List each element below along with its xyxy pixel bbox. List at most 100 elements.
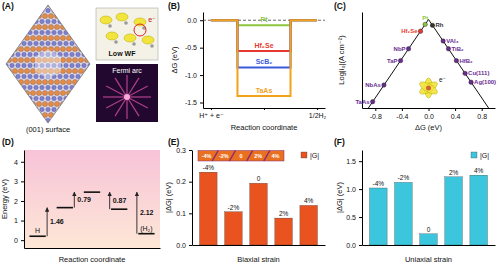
atom [40, 118, 44, 122]
tick-mark [200, 103, 203, 104]
point-label: VAl₃ [446, 38, 459, 44]
atom [84, 79, 89, 84]
atom [12, 57, 17, 62]
orbital-lobe [418, 80, 439, 97]
x-title: Reaction coordinate [59, 255, 126, 264]
bar [470, 175, 488, 245]
atom [22, 8, 26, 12]
tick: 2 [14, 198, 24, 205]
panel-label: (C) [334, 1, 346, 11]
inset: -4%-2%02%4% [198, 151, 284, 162]
legend-swatch [301, 152, 307, 158]
atom [78, 90, 83, 95]
point-label: Ag(100) [474, 79, 496, 85]
atom [72, 112, 77, 117]
atom [66, 24, 71, 29]
atom [78, 101, 83, 106]
atom [30, 90, 35, 95]
atom [24, 24, 29, 29]
atom [36, 46, 41, 51]
atom [52, 96, 56, 100]
highlight-circle [134, 24, 146, 36]
atom [12, 101, 17, 106]
atom [12, 13, 17, 18]
atom [28, 118, 32, 122]
atom [10, 118, 14, 122]
atom [28, 41, 32, 45]
barrier-label: 0.87 [113, 197, 127, 204]
point [370, 100, 374, 104]
point-label: Cu(111) [468, 70, 489, 76]
tick-label: 4 [14, 159, 18, 166]
atom [64, 74, 68, 78]
point [418, 29, 422, 33]
tick-label: 0.3 [176, 147, 186, 154]
atom [78, 35, 83, 40]
point [446, 47, 450, 51]
atom [34, 118, 38, 122]
atom [72, 2, 77, 7]
series-label: TaAs [256, 87, 273, 94]
orbital-lobe [100, 16, 112, 24]
atom [84, 13, 89, 18]
category-label: -2% [398, 174, 410, 181]
atom [90, 90, 95, 95]
plot-area [370, 175, 488, 245]
atom [72, 101, 77, 106]
atom [54, 2, 59, 7]
plot-area [29, 192, 154, 236]
axis-line [363, 245, 496, 246]
series-line [211, 20, 317, 67]
atom [16, 85, 20, 89]
atom [6, 13, 11, 18]
tick-mark [189, 213, 192, 214]
atom [4, 52, 8, 56]
arc-spoke [127, 96, 151, 97]
tick: 0.0 [176, 242, 192, 249]
atom [84, 112, 89, 117]
atom [42, 90, 47, 95]
atom [88, 74, 92, 78]
atom [12, 24, 17, 29]
x-title: ΔG (eV) [415, 123, 443, 132]
atom [34, 41, 38, 45]
atom [40, 85, 44, 89]
arc-spoke [126, 75, 127, 97]
atom [24, 79, 29, 84]
category-label: -4% [373, 180, 385, 187]
atom [82, 96, 86, 100]
atom [4, 107, 8, 111]
x-title: Biaxial strain [237, 255, 280, 264]
atom [12, 123, 17, 128]
atom [58, 41, 62, 45]
tick-mark [21, 162, 24, 163]
atom [52, 19, 56, 23]
atom [48, 101, 53, 106]
arc-spoke [127, 97, 139, 116]
point-label: NbP [394, 46, 406, 52]
atom [16, 107, 20, 111]
atom [40, 107, 44, 111]
point-label: TiB₂ [451, 46, 464, 52]
atom [54, 90, 59, 95]
atom [36, 2, 41, 7]
atom [76, 85, 80, 89]
tick-mark [21, 221, 24, 222]
point [423, 22, 427, 26]
energy-level [84, 191, 100, 193]
arc-spoke [115, 78, 127, 97]
inset-label: 2% [254, 153, 262, 159]
atom [54, 46, 59, 51]
atom [4, 74, 8, 78]
atom [16, 52, 20, 56]
series-line [211, 20, 317, 51]
tick-mark [21, 201, 24, 202]
axis-line [362, 151, 363, 246]
point-label: TaAs [355, 99, 370, 105]
atom [16, 118, 20, 122]
atom [18, 112, 23, 117]
bar [420, 234, 438, 245]
atom [6, 46, 11, 51]
y-axis: 0.00.51.01.5 [346, 151, 362, 249]
atom [18, 90, 23, 95]
